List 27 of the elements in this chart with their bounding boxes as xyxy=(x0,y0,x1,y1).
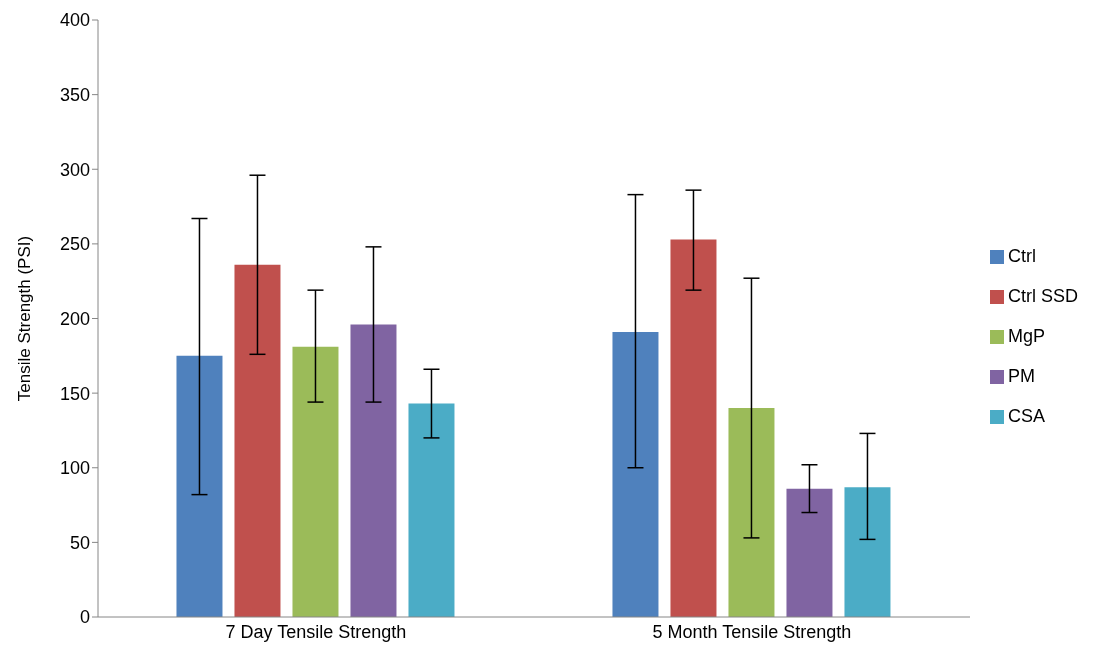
y-tick-label: 150 xyxy=(59,383,90,404)
bar xyxy=(350,324,397,617)
bar xyxy=(234,264,281,617)
y-tick-label: 0 xyxy=(79,607,90,628)
legend-label: Ctrl SSD xyxy=(1007,285,1078,306)
y-tick-label: 400 xyxy=(59,10,90,31)
bar xyxy=(786,488,833,617)
bar xyxy=(176,355,223,617)
y-tick-label: 100 xyxy=(59,458,90,479)
bar xyxy=(844,487,891,617)
bar xyxy=(408,403,455,617)
legend-label: Ctrl xyxy=(1007,245,1036,266)
bar xyxy=(292,346,339,617)
legend-label: CSA xyxy=(1007,405,1045,426)
bar xyxy=(670,239,717,617)
bar xyxy=(612,331,659,617)
y-tick-label: 50 xyxy=(69,532,90,553)
legend-label: MgP xyxy=(1007,325,1045,346)
y-tick-label: 200 xyxy=(59,308,90,329)
x-tick-label: 5 Month Tensile Strength xyxy=(652,621,852,642)
y-axis-title: Tensile Strength (PSI) xyxy=(15,235,35,402)
legend-label: PM xyxy=(1007,365,1035,386)
y-tick-label: 350 xyxy=(59,85,90,106)
y-tick-label: 250 xyxy=(59,234,90,255)
bar xyxy=(728,408,775,617)
x-tick-label: 7 Day Tensile Strength xyxy=(225,621,407,642)
y-tick-label: 300 xyxy=(59,159,90,180)
